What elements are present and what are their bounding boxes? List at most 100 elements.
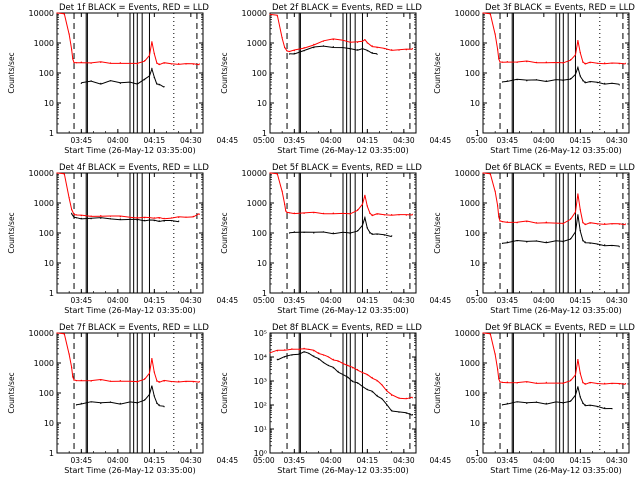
data-point-events [352,380,354,382]
y-tick-label: 1 [262,289,267,298]
data-point-lld [269,172,271,174]
data-point-lld [68,197,70,199]
data-point-lld [604,223,606,225]
y-axis-label: Counts/sec [220,212,229,253]
x-tick-label: 04:30 [606,456,628,465]
data-point-events [582,80,584,82]
data-point-events [562,241,564,243]
data-point-lld [63,13,65,15]
y-tick-label: 1 [262,129,267,138]
data-point-lld [562,62,564,64]
data-point-lld [158,63,160,65]
data-point-lld [178,216,180,218]
data-point-lld [144,378,146,380]
x-tick-label: 04:00 [107,456,129,465]
data-point-lld [269,352,271,354]
data-point-events [90,218,92,220]
y-tick-label: 100 [465,389,480,398]
data-point-lld [391,394,393,396]
x-tick-label: 03:45 [497,136,519,145]
data-point-lld [286,50,288,52]
data-point-events [391,409,393,411]
data-point-lld [577,359,579,361]
data-point-events [136,82,138,84]
x-axis-label: Start Time (26-May-12 03:35:00) [277,306,408,315]
data-point-lld [71,209,73,211]
data-point-events [555,79,557,81]
data-point-lld [624,62,627,64]
data-point-events [577,67,579,69]
data-point-events [535,240,538,242]
chart-title: Det 7f BLACK = Events, RED = LLD [59,323,209,333]
data-point-events [75,404,78,406]
data-point-lld [361,372,364,374]
chart-title: Det 4f BLACK = Events, RED = LLD [59,163,209,173]
chart-title: Det 2f BLACK = Events, RED = LLD [272,3,422,13]
data-point-lld [100,215,102,217]
data-point-events [100,402,102,404]
data-point-lld [498,58,500,60]
data-point-lld [376,380,378,382]
chart-title: Det 1f BLACK = Events, RED = LLD [59,3,209,13]
data-point-events [144,79,146,81]
chart-panel-9f: Det 9f BLACK = Events, RED = LLD 1 10 100 10… [433,323,635,475]
data-point-events [313,47,315,49]
data-point-events [151,385,153,387]
data-point-events [596,406,599,408]
data-point-lld [151,358,153,360]
data-point-lld [555,222,557,224]
data-point-events [371,233,373,235]
data-point-events [151,68,153,70]
data-point-events [90,401,92,403]
x-tick-label: 03:45 [497,456,519,465]
data-point-lld [109,62,112,64]
data-point-lld [163,62,165,64]
data-point-events [322,45,325,47]
y-axis-label: Counts/sec [433,212,442,253]
data-point-lld [489,13,491,15]
data-point-lld [535,61,538,64]
x-tick-label: 04:15 [357,136,379,145]
y-tick-label: 100 [252,69,267,78]
data-point-lld [526,221,528,223]
y-axis-label: Counts/sec [433,372,442,413]
data-point-events [501,404,504,406]
series-events-line [502,386,613,410]
data-point-events [604,244,606,246]
data-point-lld [119,62,121,64]
x-tick-label: 04:30 [393,296,415,305]
data-point-events [506,80,508,82]
y-tick-label: 10000 [455,9,480,18]
data-point-lld [579,209,581,211]
data-point-events [153,220,155,222]
data-point-events [545,241,547,243]
data-point-lld [136,63,138,65]
data-point-lld [499,61,501,63]
data-point-events [284,356,286,358]
data-point-lld [574,54,577,56]
data-point-events [109,401,112,403]
data-point-events [584,241,586,243]
series-events-line [502,214,620,247]
x-axis-label: Start Time (26-May-12 03:35:00) [277,146,408,155]
data-point-lld [498,378,500,380]
data-point-lld [589,222,591,224]
data-point-lld [293,50,295,52]
data-point-events [144,219,146,221]
data-point-events [604,407,606,409]
data-point-events [582,402,584,404]
data-point-events [405,412,407,414]
x-axis-label: Start Time (26-May-12 03:35:00) [64,306,195,315]
data-point-events [71,212,73,214]
y-tick-label: 10² [254,401,267,410]
y-tick-label: 10⁵ [254,329,267,338]
y-tick-label: 1 [475,289,480,298]
data-point-lld [386,390,388,392]
data-point-events [303,50,305,52]
data-point-events [371,52,373,54]
series-events-line [76,385,165,407]
data-point-lld [489,333,491,335]
data-point-events [618,246,620,248]
data-point-lld [170,381,172,383]
x-tick-label: 04:15 [570,456,592,465]
